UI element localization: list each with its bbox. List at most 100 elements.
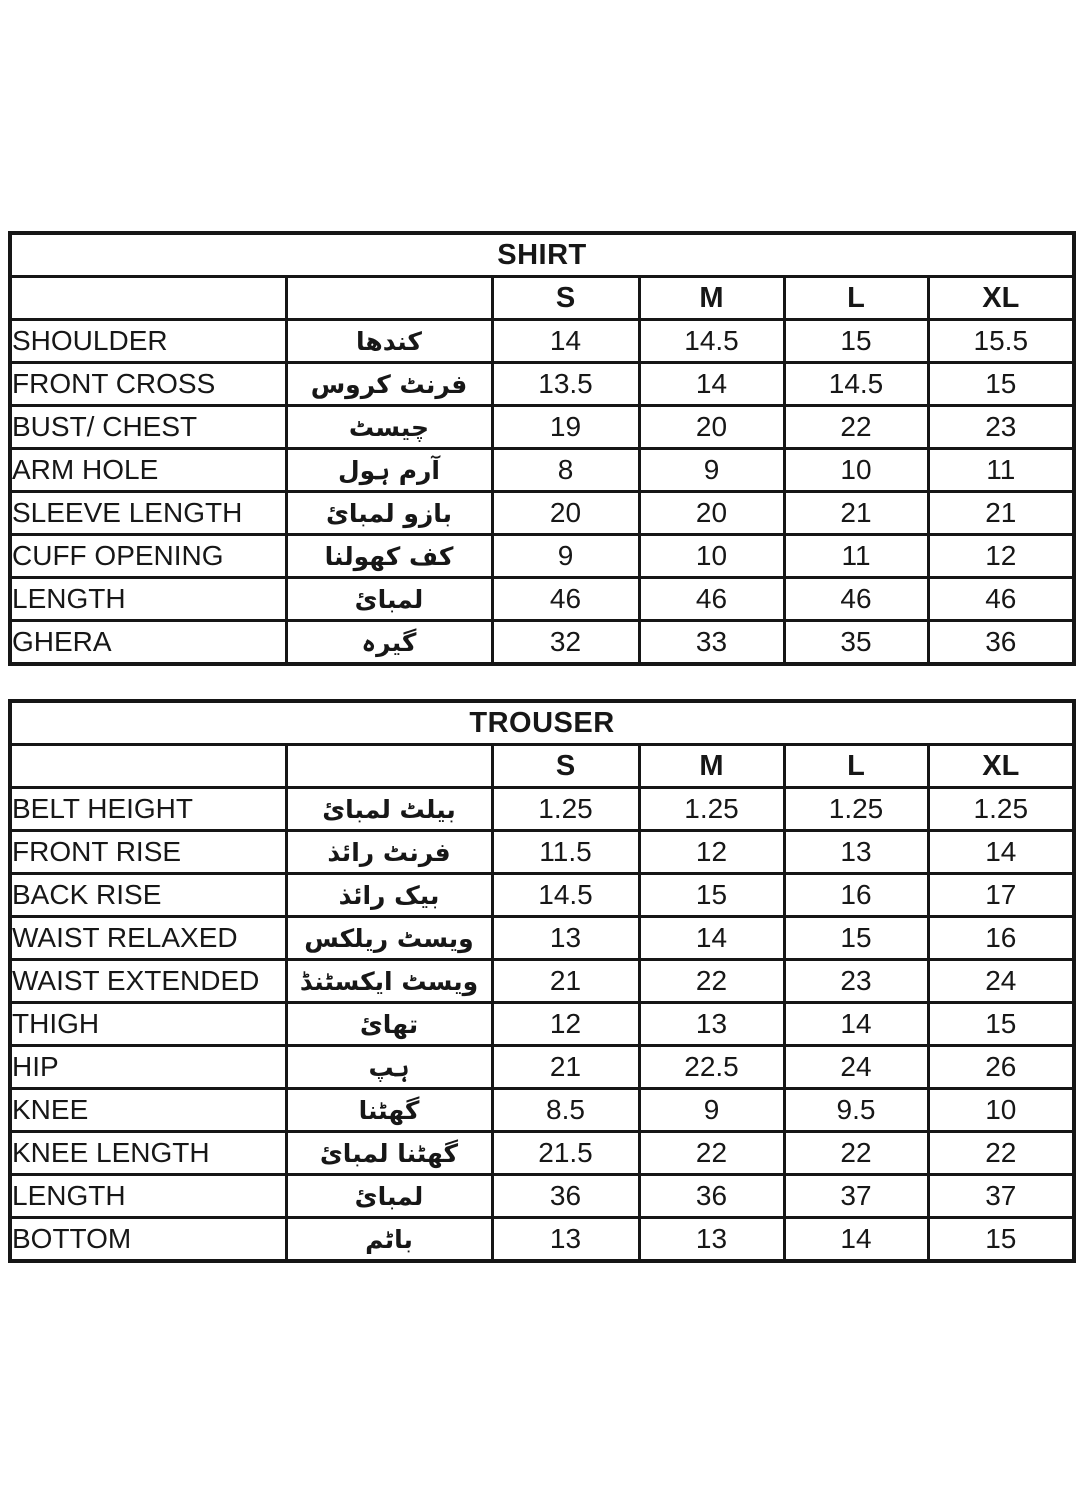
measurement-value: 9.5 [782,1087,930,1133]
measurement-label: FRONT CROSS [8,361,288,407]
measurement-value: 14.5 [637,318,786,364]
measurement-value: 35 [782,619,930,666]
measurement-row: HIP ہپ 21 22.5 24 26 [8,1044,1076,1090]
measurement-value: 13 [490,1216,641,1263]
measurement-row: SLEEVE LENGTH بازو لمبائ 20 20 21 21 [8,490,1076,536]
measurement-label: CUFF OPENING [8,533,288,579]
measurement-value: 12 [637,829,786,875]
measurement-row: LENGTH لمبائ 46 46 46 46 [8,576,1076,622]
measurement-value: 8.5 [490,1087,641,1133]
measurement-label: FRONT RISE [8,829,288,875]
measurement-value: 13 [782,829,930,875]
size-col-header: L [782,743,930,789]
measurement-label: KNEE LENGTH [8,1130,288,1176]
size-col-header: S [490,275,641,321]
measurement-label: SLEEVE LENGTH [8,490,288,536]
measurement-value: 15 [926,361,1076,407]
measurement-value: 21 [490,1044,641,1090]
measurement-label: HIP [8,1044,288,1090]
measurement-value: 15.5 [926,318,1076,364]
measurement-row: KNEE LENGTH گھٹنا لمبائ 21.5 22 22 22 [8,1130,1076,1176]
measurement-value: 36 [490,1173,641,1219]
measurement-label: KNEE [8,1087,288,1133]
measurement-value: 9 [637,447,786,493]
measurement-value: 15 [926,1001,1076,1047]
measurement-value: 24 [782,1044,930,1090]
measurement-row: BUST/ CHEST چیسٹ 19 20 22 23 [8,404,1076,450]
measurement-value: 13 [637,1216,786,1263]
size-header-row: S M L XL [8,275,1076,321]
size-col-header: M [637,743,786,789]
measurement-label-urdu: چیسٹ [284,404,494,450]
measurement-value: 10 [637,533,786,579]
measurement-value: 37 [926,1173,1076,1219]
measurement-label-urdu: ہپ [284,1044,494,1090]
measurement-label: ARM HOLE [8,447,288,493]
measurement-value: 21 [782,490,930,536]
measurement-value: 22 [782,404,930,450]
measurement-value: 33 [637,619,786,666]
measurement-value: 14 [490,318,641,364]
table-title: TROUSER [8,699,1076,746]
measurement-value: 22 [926,1130,1076,1176]
measurement-value: 23 [782,958,930,1004]
measurement-label: LENGTH [8,576,288,622]
shirt-size-table: SHIRT S M L XL SHOULDER کندھا 14 14.5 15 15.5 FRONT… [8,231,1077,666]
measurement-value: 14 [782,1001,930,1047]
measurement-label-urdu: کندھا [284,318,494,364]
measurement-value: 23 [926,404,1076,450]
measurement-value: 14 [637,361,786,407]
measurement-value: 15 [782,915,930,961]
measurement-label-urdu: لمبائ [284,1173,494,1219]
measurement-row: SHOULDER کندھا 14 14.5 15 15.5 [8,318,1076,364]
measurement-value: 22.5 [637,1044,786,1090]
measurement-value: 14 [782,1216,930,1263]
measurement-row: LENGTH لمبائ 36 36 37 37 [8,1173,1076,1219]
measurement-label: LENGTH [8,1173,288,1219]
table-title-row: TROUSER [8,699,1076,746]
measurement-value: 21 [490,958,641,1004]
measurement-value: 20 [637,490,786,536]
measurement-value: 46 [490,576,641,622]
measurement-value: 20 [637,404,786,450]
measurement-row: BOTTOM باٹم 13 13 14 15 [8,1216,1076,1263]
empty-urdu-header-cell [284,743,494,789]
measurement-value: 22 [782,1130,930,1176]
measurement-value: 46 [926,576,1076,622]
measurement-value: 14 [637,915,786,961]
measurement-label-urdu: باٹم [284,1216,494,1263]
measurement-label-urdu: گھٹنا [284,1087,494,1133]
measurement-value: 10 [926,1087,1076,1133]
measurement-value: 11 [782,533,930,579]
measurement-row: BACK RISE بیک رائذ 14.5 15 16 17 [8,872,1076,918]
empty-urdu-header-cell [284,275,494,321]
size-col-header: XL [926,275,1076,321]
measurement-row: THIGH تھائ 12 13 14 15 [8,1001,1076,1047]
measurement-label: GHERA [8,619,288,666]
measurement-value: 24 [926,958,1076,1004]
measurement-value: 26 [926,1044,1076,1090]
measurement-value: 14.5 [782,361,930,407]
measurement-label-urdu: گیرہ [284,619,494,666]
measurement-label-urdu: بازو لمبائ [284,490,494,536]
measurement-value: 13 [637,1001,786,1047]
measurement-value: 19 [490,404,641,450]
size-col-header: S [490,743,641,789]
measurement-label-urdu: بیلٹ لمبائ [284,786,494,832]
size-col-header: L [782,275,930,321]
measurement-value: 20 [490,490,641,536]
empty-label-header-cell [8,275,288,321]
measurement-value: 46 [782,576,930,622]
measurement-label-urdu: کف کھولنا [284,533,494,579]
measurement-value: 8 [490,447,641,493]
measurement-label-urdu: بیک رائذ [284,872,494,918]
measurement-value: 1.25 [490,786,641,832]
measurement-value: 16 [926,915,1076,961]
measurement-row: KNEE گھٹنا 8.5 9 9.5 10 [8,1087,1076,1133]
measurement-value: 1.25 [637,786,786,832]
measurement-value: 15 [926,1216,1076,1263]
measurement-value: 11 [926,447,1076,493]
measurement-label-urdu: تھائ [284,1001,494,1047]
measurement-value: 1.25 [782,786,930,832]
measurement-value: 12 [490,1001,641,1047]
